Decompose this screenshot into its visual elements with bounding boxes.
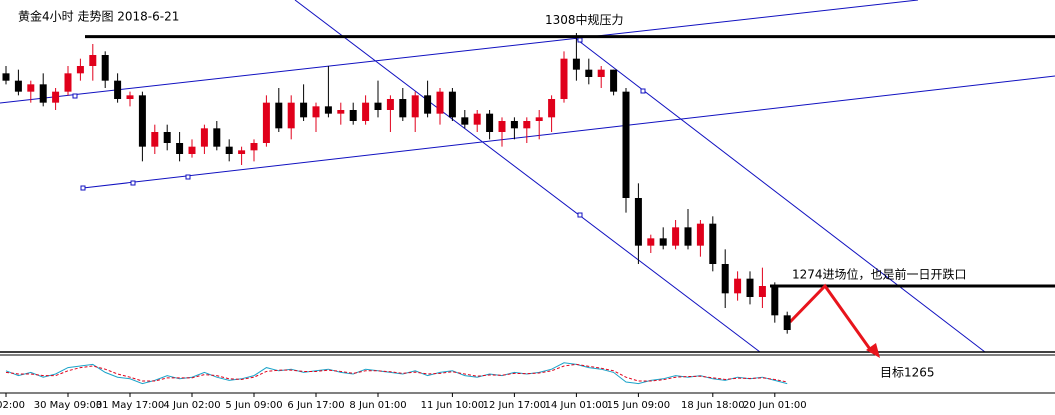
candle-body	[672, 227, 680, 246]
candle-body	[771, 286, 779, 316]
candle-body	[448, 91, 456, 118]
candle-body	[758, 286, 766, 297]
annotation: 1308中规压力	[545, 12, 624, 27]
candle-body	[659, 238, 667, 246]
candle-body	[126, 95, 134, 99]
candle-body	[548, 99, 556, 118]
candle-body	[461, 117, 469, 125]
candle-body	[262, 102, 270, 143]
candle-body	[14, 80, 22, 92]
x-tick-label: 11 Jun 10:00	[421, 400, 485, 411]
candle-body	[721, 264, 729, 294]
candle-body	[684, 227, 692, 246]
candle-body	[89, 55, 97, 66]
x-tick-label: 4 Jun 02:00	[163, 400, 220, 411]
x-tick-label: 30 May 09:00	[34, 400, 103, 411]
candle-body	[163, 132, 171, 143]
candle-body	[76, 66, 84, 74]
candle-body	[324, 106, 332, 114]
candle-body	[572, 58, 580, 70]
candle-body	[523, 121, 531, 129]
candle-body	[238, 150, 246, 154]
candle-body	[312, 106, 320, 118]
candle-body	[498, 121, 506, 132]
x-tick-label: 6 Jun 17:00	[287, 400, 344, 411]
candle-body	[39, 84, 47, 103]
candle-body	[64, 73, 72, 92]
candle-body	[225, 146, 233, 154]
candle-body	[783, 315, 791, 330]
target-arrow	[788, 283, 874, 353]
candle-body	[188, 146, 196, 154]
candle-body	[709, 223, 717, 264]
candle-body	[374, 102, 382, 110]
x-tick-label: 15 Jun 09:00	[607, 400, 671, 411]
candle-body	[200, 128, 208, 147]
candle-body	[2, 73, 10, 81]
candle-body	[101, 55, 109, 81]
candle-body	[424, 95, 432, 114]
candle-body	[560, 58, 568, 99]
candle-body	[734, 278, 742, 294]
candle-body	[213, 128, 221, 147]
candle-body	[114, 80, 122, 99]
candle-body	[411, 95, 419, 118]
x-tick-label: 31 May 17:00	[96, 400, 165, 411]
candle-body	[52, 91, 60, 103]
x-tick-label: 20 Jun 01:00	[743, 400, 807, 411]
candle-body	[597, 69, 605, 77]
arrow-head	[866, 343, 880, 358]
candle-body	[647, 238, 655, 246]
annotation: 目标1265	[880, 366, 935, 380]
channel-lines	[0, 0, 1055, 353]
candle-body	[250, 143, 258, 151]
x-tick-label: y 02:00	[0, 400, 25, 411]
candle-body	[399, 99, 407, 118]
candle-body	[746, 278, 754, 297]
chart-title: 黄金4小时 走势图 2018-6-21	[18, 9, 179, 24]
candle-body	[275, 102, 283, 129]
candle-body	[151, 132, 159, 147]
candle-body	[634, 198, 642, 246]
candle-body	[585, 69, 593, 77]
x-tick-label: 5 Jun 09:00	[225, 400, 282, 411]
candle-body	[27, 84, 35, 92]
candle-body	[176, 143, 184, 154]
x-tick-label: 14 Jun 01:00	[545, 400, 609, 411]
candle-body	[287, 102, 295, 129]
candle-body	[349, 110, 357, 121]
candle-body	[486, 113, 494, 132]
candle-body	[535, 117, 543, 121]
candle-body	[622, 91, 630, 198]
candle-body	[696, 223, 704, 246]
x-tick-label: 8 Jun 01:00	[349, 400, 406, 411]
candle-body	[138, 95, 146, 147]
candle-body	[510, 121, 518, 129]
candle-body	[473, 113, 481, 125]
candle-body	[436, 91, 444, 114]
candle-body	[337, 110, 345, 114]
annotation: 1274进场位，也是前一日开跌口	[792, 267, 967, 282]
candle-body	[362, 102, 370, 121]
candle-body	[610, 69, 618, 92]
candle-body	[386, 99, 394, 110]
oscillator-line	[5, 362, 788, 385]
x-tick-label: 12 Jun 17:00	[483, 400, 547, 411]
candle-body	[300, 102, 308, 118]
x-tick-label: 18 Jun 18:00	[681, 400, 745, 411]
